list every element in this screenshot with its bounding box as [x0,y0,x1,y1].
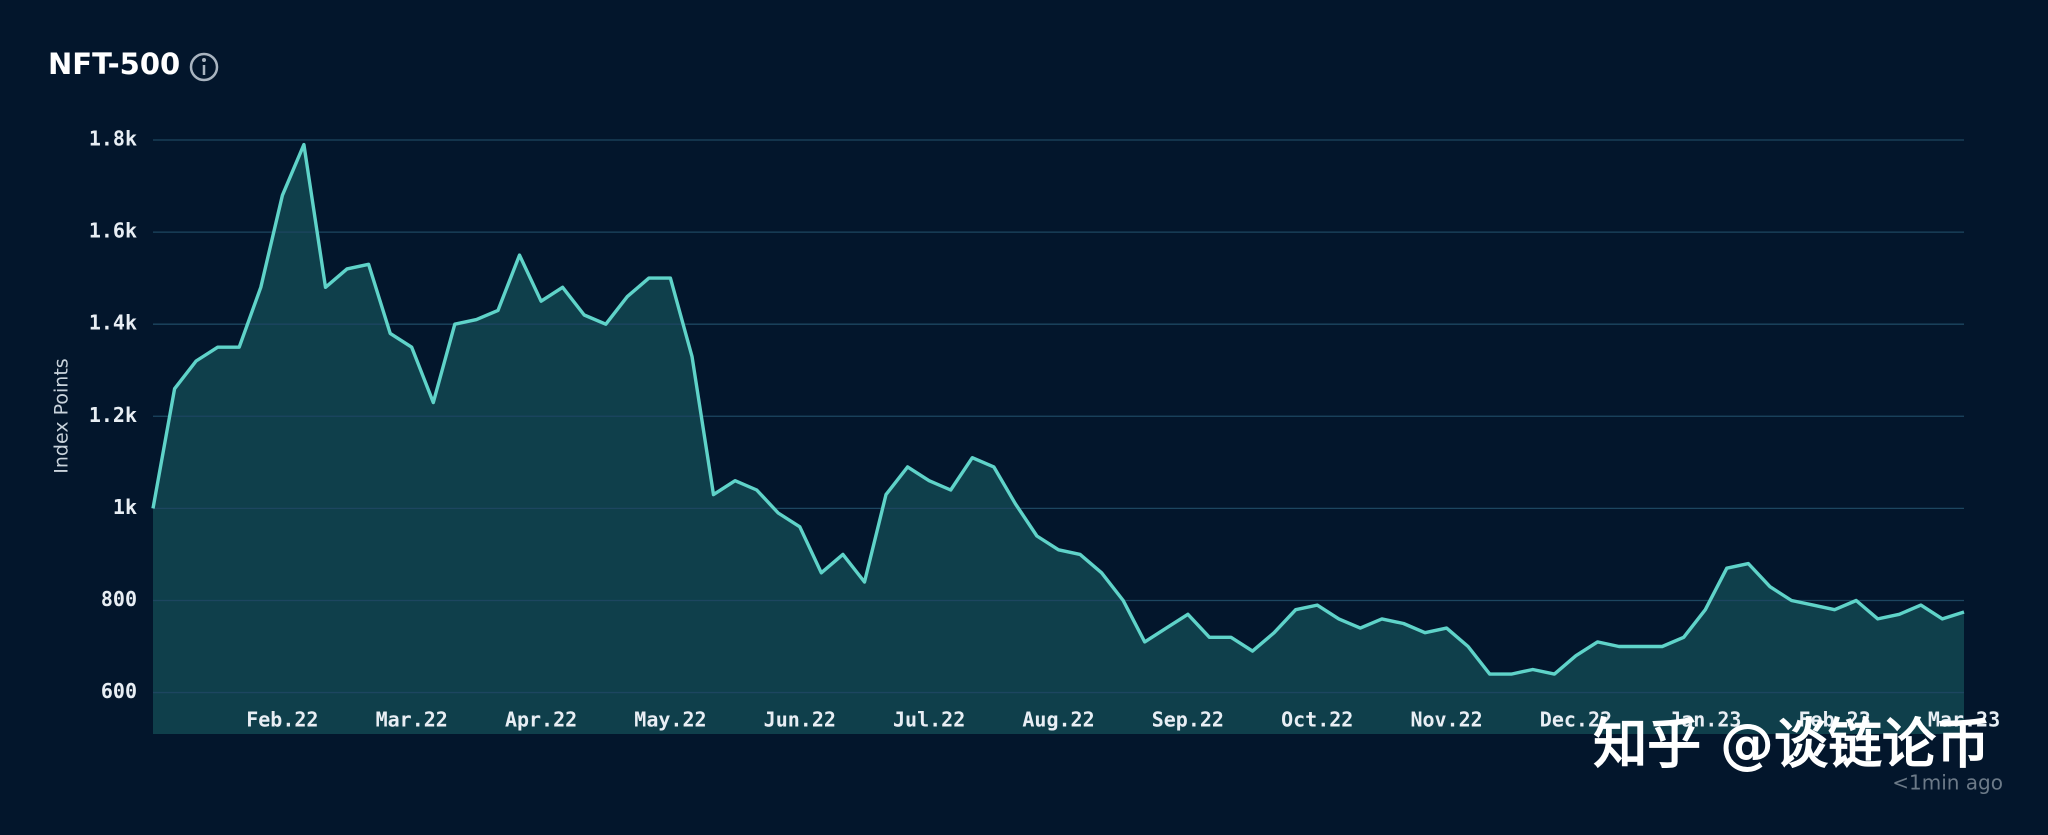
plot: 600 800 1k 1.2k 1.4k 1.6k 1.8k Feb.22 Mar.22 Apr.… [89,127,2000,735]
y-tick-label: 1.6k [89,219,137,243]
x-tick-label: Feb.23 [1799,708,1871,732]
x-tick-label: Nov.22 [1410,708,1482,732]
x-tick-label: Sep.22 [1152,708,1224,732]
x-tick-label: Mar.22 [376,708,448,732]
x-tick-label: Jun.22 [764,708,836,732]
status: <1min ago [1892,771,2003,795]
x-tick-label: Oct.22 [1281,708,1353,732]
x-tick-label: Jan.23 [1669,708,1741,732]
area [153,144,1964,735]
y-tick-label: 1k [113,495,137,519]
x-tick-label: May.22 [634,708,706,732]
info-icon[interactable] [189,52,219,82]
x-tick-label: Apr.22 [505,708,577,732]
x-tick-label: Mar.23 [1928,708,2000,732]
x-tick-label: Aug.22 [1022,708,1094,732]
y-tick-label: 800 [101,587,137,611]
line [151,142,1965,676]
y-tick-label: 1.8k [89,127,137,151]
x-tick-label: Feb.22 [246,708,318,732]
y-tick-label: 1.2k [89,403,137,427]
x-tick-label: Dec.22 [1540,708,1612,732]
x-tick-label: Jul.22 [893,708,965,732]
chart-title: NFT-500 [48,47,180,81]
y-tick-label: 600 [101,679,137,703]
watermark: 知乎 @谈链论币 [1593,713,1990,776]
y-tick-label: 1.4k [89,311,137,335]
y-axis-label: Index Points [51,358,73,473]
